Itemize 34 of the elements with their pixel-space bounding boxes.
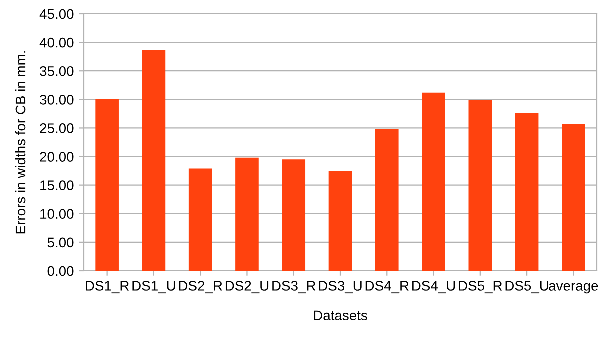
- y-tick-label: 10.00: [40, 209, 74, 220]
- y-tick-label: 25.00: [40, 124, 74, 134]
- y-tick-label: 45.00: [40, 9, 74, 20]
- x-tick-label: DS2_R: [179, 281, 222, 294]
- y-tick-label: 30.00: [40, 95, 74, 105]
- bar: [515, 113, 539, 271]
- x-tick-label: DS1_R: [86, 281, 130, 294]
- bar: [142, 50, 166, 271]
- y-tick-label: 15.00: [40, 180, 74, 191]
- bar: [188, 168, 212, 271]
- y-tick-label: 5.00: [48, 238, 74, 248]
- y-tick-label: 0.00: [48, 266, 74, 276]
- x-tick-label: average: [549, 283, 598, 294]
- y-tick-label: 35.00: [40, 66, 74, 76]
- x-tick-label: DS3_U: [319, 281, 362, 294]
- x-tick-label: DS2_U: [226, 281, 269, 294]
- bar: [562, 124, 586, 271]
- bar: [422, 92, 446, 271]
- x-tick-label: DS5_R: [459, 281, 502, 294]
- bar: [328, 171, 352, 271]
- x-axis-title: Datasets: [314, 310, 368, 321]
- bar: [282, 160, 306, 271]
- bar: [96, 99, 119, 271]
- x-tick-label: DS4_R: [366, 281, 409, 294]
- x-tick-label: DS5_U: [506, 281, 548, 294]
- bar: [236, 158, 259, 271]
- x-tick-label: DS4_U: [412, 281, 456, 294]
- x-tick-label: DS1_U: [132, 281, 176, 294]
- y-tick-label: 20.00: [40, 152, 74, 162]
- y-axis-title: Errors in widths for CB in mm.: [15, 52, 26, 234]
- bar: [375, 129, 399, 271]
- bar: [468, 100, 492, 271]
- y-tick-label: 40.00: [40, 38, 74, 48]
- x-tick-label: DS3_R: [272, 281, 316, 294]
